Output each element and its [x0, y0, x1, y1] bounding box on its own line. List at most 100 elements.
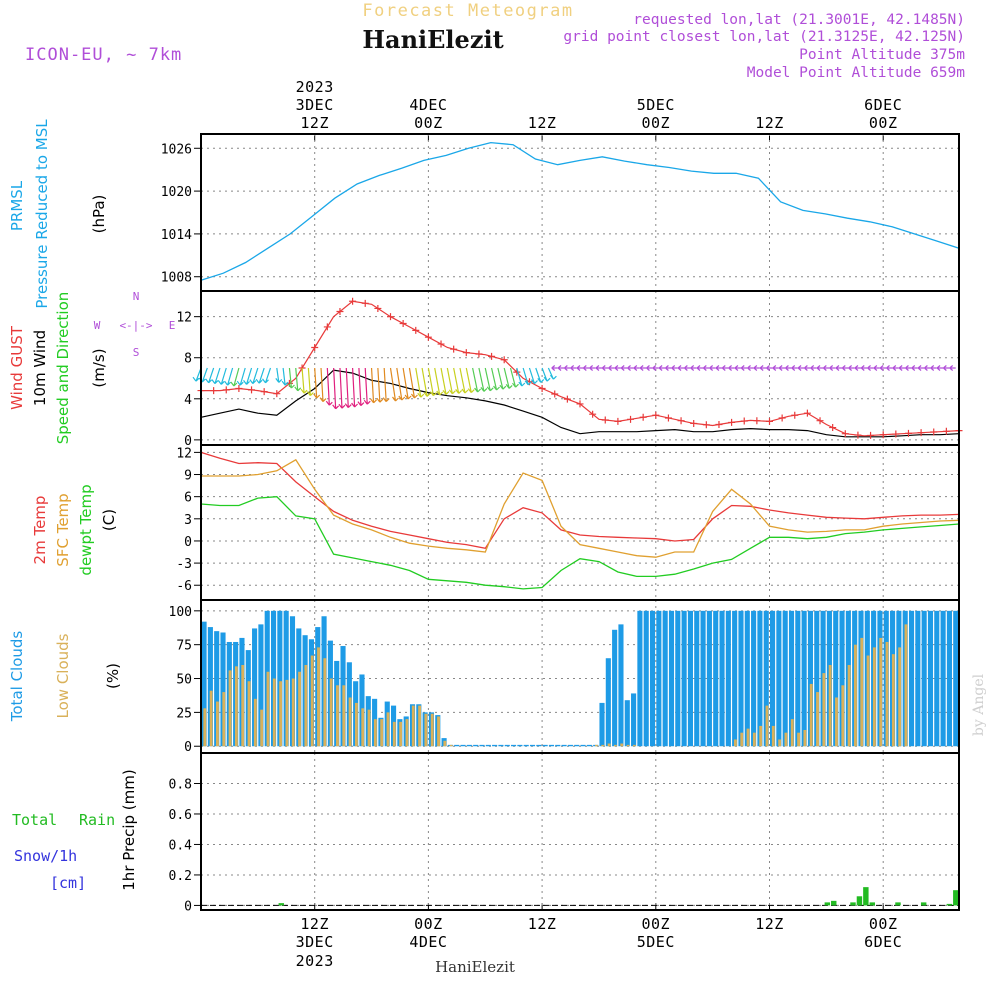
wind-gust-marker [450, 345, 458, 353]
model-altitude: Model Point Altitude 659m [747, 65, 966, 81]
cloud-low-bar [879, 637, 883, 747]
wind-direction-arrow [715, 365, 722, 371]
wind-direction-arrow [557, 365, 565, 371]
cloud-low-bar [746, 728, 750, 747]
wind-direction-arrow [924, 365, 931, 371]
wind-direction-arrow [690, 365, 697, 371]
temp-ytick-label: 3 [184, 513, 192, 528]
time-top-label: 00Z [414, 114, 443, 132]
cloud-total-bar [504, 744, 510, 747]
time-bottom-label: 00Z [414, 915, 443, 933]
cloud-low-bar [234, 666, 238, 747]
wind-direction-arrow [639, 365, 647, 371]
cloud-ytick-label: 25 [176, 706, 192, 721]
wind-gust-marker [816, 417, 824, 425]
wind-dir-label: Speed and Direction [54, 292, 72, 445]
cloud-panel: 0 25 50 75 100 [169, 599, 960, 755]
cloud-total-bar [668, 610, 675, 747]
wind-direction-arrow [300, 367, 308, 394]
cloud-total-bar [523, 744, 529, 747]
wind-direction-arrow [766, 365, 773, 371]
wind-direction-arrow [446, 367, 456, 395]
wind-direction-arrow [440, 367, 450, 395]
wind-direction-arrow [917, 365, 925, 371]
wind-ytick-label: 4 [184, 393, 192, 408]
cloud-total-bar [770, 610, 776, 747]
wind-direction-arrow [370, 367, 377, 404]
cloud-low-bar [891, 654, 895, 747]
requested-coords: requested lon,lat (21.3001E, 42.1485N) [633, 12, 965, 28]
wind-gust-marker [778, 414, 786, 422]
pressure-ytick-label: 1014 [161, 228, 192, 243]
cloud-low-bar [595, 744, 598, 747]
time-bottom-label: 3DEC [296, 933, 334, 951]
cloud-low-bar [601, 744, 605, 747]
wind-gust-marker [791, 411, 799, 419]
wind-direction-arrow [344, 367, 352, 409]
precip-unit: 1hr Precip (mm) [120, 769, 138, 890]
cloud-low-bar [778, 739, 782, 747]
cloud-low-bar [298, 671, 301, 747]
cloud-total-bar [795, 610, 801, 747]
wind-gust-marker [841, 430, 849, 438]
time-top-label: 00Z [642, 114, 671, 132]
wind-gust-marker [222, 386, 230, 394]
wind-direction-arrow [753, 365, 760, 371]
cloud-low-bar [784, 732, 788, 747]
cloud-low-bar [222, 692, 226, 747]
cloud-low-bar [418, 705, 422, 747]
precip-rain-bar [920, 902, 927, 906]
wind-gust-marker [614, 417, 622, 425]
temp-ytick-label: -3 [176, 557, 192, 572]
temp-ytick-label: 12 [176, 446, 192, 461]
wind-gust-marker [753, 417, 761, 425]
wind-direction-arrow [665, 365, 672, 371]
wind-direction-arrow [702, 365, 710, 371]
wind-gust-marker [942, 427, 950, 435]
cloud-low-bar [809, 683, 813, 747]
cloud-total-bar [706, 610, 712, 747]
pressure-ytick-label: 1020 [161, 185, 192, 200]
wind-direction-arrow [942, 365, 950, 371]
footer-station: HaniElezit [435, 958, 515, 976]
cloud-low-bar [626, 744, 630, 747]
wind-gust-marker [412, 326, 420, 334]
wind-direction-arrow [589, 365, 596, 371]
precip-ytick-label: 0.8 [169, 777, 192, 792]
precip-ytick-label: 0.2 [169, 869, 192, 884]
cloud-low-bar [304, 664, 308, 747]
cloud-low-bar [291, 678, 295, 747]
cloud-total-bar [536, 744, 542, 747]
wind-gust-label: Wind GUST [8, 325, 26, 410]
wind-direction-arrow [772, 365, 779, 371]
cloud-total-bar [953, 610, 959, 747]
wind-direction-arrow [696, 365, 704, 371]
wind-direction-arrow [595, 365, 602, 371]
wind-direction-arrow [835, 365, 842, 371]
wind-direction-arrow [389, 367, 399, 402]
cloud-total-bar [713, 610, 719, 747]
temp-ytick-label: -6 [176, 579, 192, 594]
time-bottom-label: 12Z [755, 915, 784, 933]
wind-direction-arrow [243, 367, 253, 385]
time-bottom-label: 00Z [869, 915, 898, 933]
cloud-low-bar [733, 739, 737, 747]
precip-ytick-label: 0 [184, 899, 192, 914]
wind-direction-arrow [275, 367, 283, 383]
cloud-low-bar [411, 705, 415, 747]
wind-gust-marker [854, 431, 862, 439]
pressure-ytick-label: 1008 [161, 271, 192, 286]
wind-direction-arrow [879, 365, 887, 371]
wind-gust-marker [917, 429, 925, 437]
precip-panel: 0 0.2 0.4 0.6 0.8 [169, 752, 960, 914]
wind-direction-arrow [930, 365, 937, 371]
wind-ytick-label: 8 [184, 352, 192, 367]
wind-direction-arrow [905, 365, 912, 371]
time-bottom-label: 2023 [296, 952, 334, 970]
wind-gust-marker [601, 416, 609, 424]
wind-direction-arrow [601, 365, 609, 371]
wind-gust-marker [273, 390, 281, 398]
cloud-total-bar [252, 628, 258, 747]
cloud-total-bar [814, 610, 820, 747]
wind-unit: (m/s) [90, 348, 108, 387]
